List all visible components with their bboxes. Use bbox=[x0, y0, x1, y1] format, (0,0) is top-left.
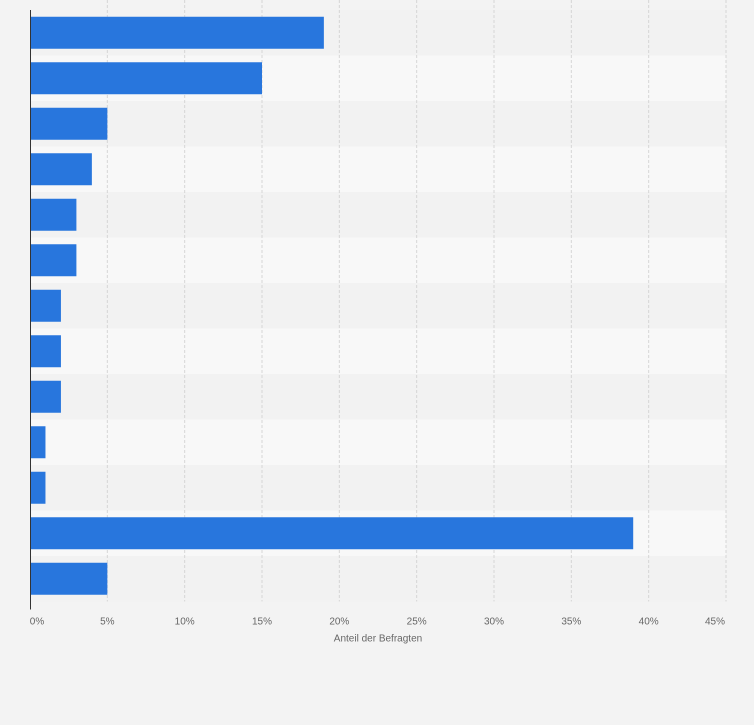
x-tick-label: 35% bbox=[561, 617, 581, 628]
bars bbox=[30, 16, 634, 595]
x-tick-label: 0% bbox=[30, 617, 45, 628]
row-band bbox=[30, 237, 726, 283]
grid-lines bbox=[106, 0, 727, 602]
bar[interactable] bbox=[30, 380, 61, 413]
x-tick-label: 30% bbox=[484, 617, 504, 628]
bar[interactable] bbox=[30, 62, 262, 95]
row-band bbox=[30, 328, 726, 374]
bar[interactable] bbox=[30, 335, 61, 368]
row-band bbox=[30, 419, 726, 465]
x-tick-label: 10% bbox=[175, 617, 195, 628]
bar[interactable] bbox=[30, 426, 46, 459]
x-tick-label: 45% bbox=[705, 617, 725, 628]
bar[interactable] bbox=[30, 517, 634, 550]
x-tick-label: 40% bbox=[639, 617, 659, 628]
row-band bbox=[30, 465, 726, 511]
x-axis-ticks: 0% 5% 10% 15% 20% 25% 30% 35% 40% 45% bbox=[30, 617, 725, 628]
row-band bbox=[30, 556, 726, 602]
x-axis-label: Anteil der Befragten bbox=[334, 634, 422, 645]
row-band bbox=[30, 374, 726, 420]
x-tick-label: 5% bbox=[100, 617, 115, 628]
bar[interactable] bbox=[30, 153, 92, 186]
bar[interactable] bbox=[30, 289, 61, 322]
x-tick-label: 25% bbox=[407, 617, 427, 628]
bar[interactable] bbox=[30, 471, 46, 504]
row-bands bbox=[30, 10, 726, 602]
row-band bbox=[30, 283, 726, 329]
bar[interactable] bbox=[30, 562, 108, 595]
bar[interactable] bbox=[30, 16, 324, 49]
row-band bbox=[30, 192, 726, 238]
bar[interactable] bbox=[30, 107, 108, 140]
x-tick-label: 20% bbox=[329, 617, 349, 628]
row-band bbox=[30, 146, 726, 192]
row-band bbox=[30, 101, 726, 147]
bar[interactable] bbox=[30, 244, 77, 277]
bar[interactable] bbox=[30, 198, 77, 231]
x-tick-label: 15% bbox=[252, 617, 272, 628]
